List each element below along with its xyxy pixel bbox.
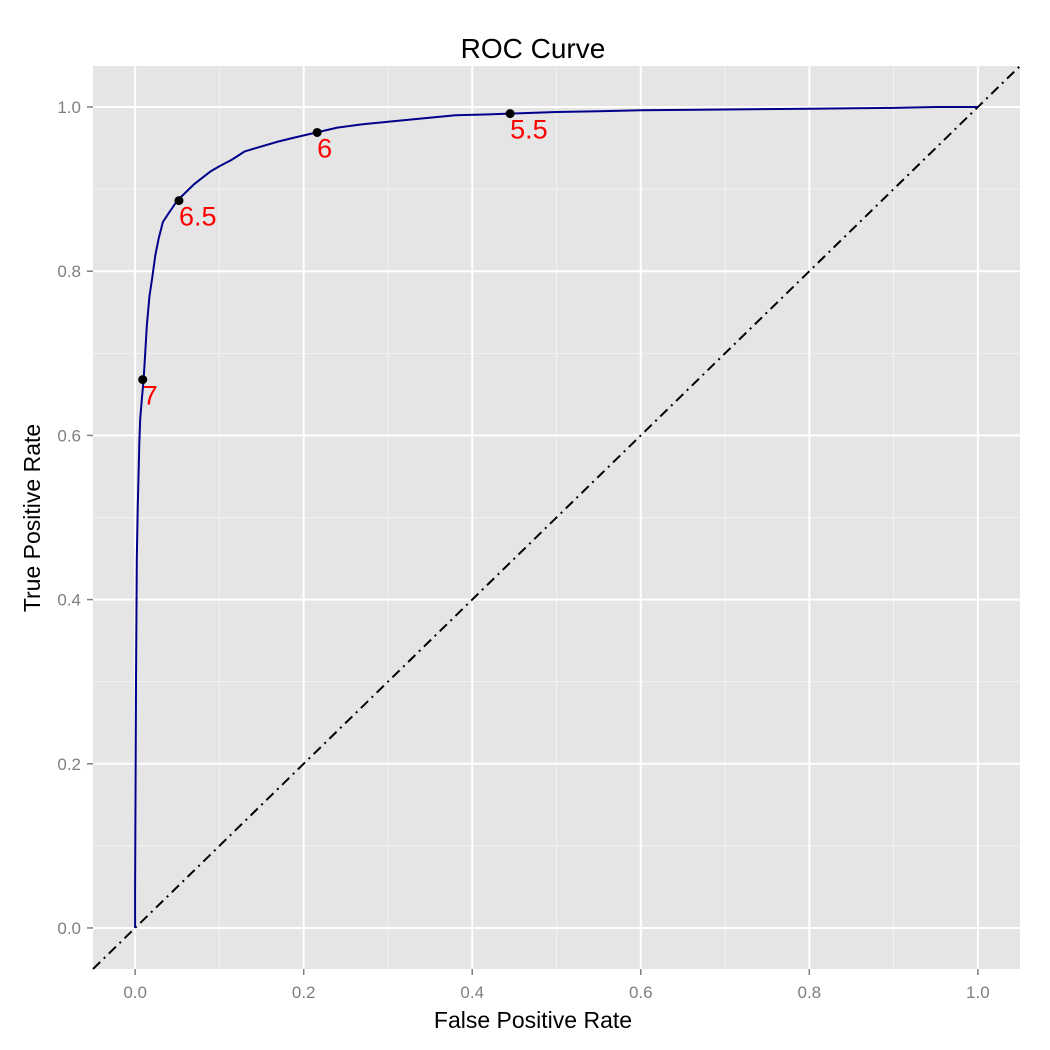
x-axis-ticks: 0.0 0.2 0.4 0.6 0.8 1.0 — [123, 969, 990, 1002]
threshold-point-layer — [138, 109, 515, 385]
chart-title: ROC Curve — [461, 33, 606, 64]
y-tick-label: 0.8 — [57, 262, 81, 281]
y-tick-label: 1.0 — [57, 98, 81, 117]
threshold-point — [174, 196, 184, 206]
threshold-label-layer: 7 6.5 6 5.5 — [143, 115, 548, 411]
reference-diagonal-line — [92, 65, 1021, 970]
threshold-label: 6 — [317, 133, 332, 163]
y-tick-label: 0.4 — [57, 591, 81, 610]
x-tick-label: 0.6 — [629, 983, 653, 1002]
x-axis-title: False Positive Rate — [434, 1007, 632, 1033]
roc-curve-line — [134, 106, 978, 928]
x-tick-label: 0.2 — [292, 983, 316, 1002]
y-axis-ticks: 0.0 0.2 0.4 0.6 0.8 1.0 — [57, 98, 93, 938]
threshold-point — [312, 127, 322, 137]
x-tick-label: 0.4 — [460, 983, 484, 1002]
y-tick-label: 0.6 — [57, 426, 81, 445]
x-tick-label: 0.0 — [123, 983, 147, 1002]
threshold-point — [505, 109, 515, 119]
threshold-label: 7 — [143, 381, 158, 411]
x-tick-label: 1.0 — [966, 983, 990, 1002]
y-axis-title: True Positive Rate — [19, 424, 45, 612]
y-tick-label: 0.0 — [57, 919, 81, 938]
reference-layer — [92, 65, 1021, 970]
y-tick-label: 0.2 — [57, 755, 81, 774]
curve-layer — [134, 106, 978, 928]
threshold-label: 6.5 — [179, 202, 217, 232]
threshold-point — [138, 375, 148, 385]
x-tick-label: 0.8 — [797, 983, 821, 1002]
threshold-label: 5.5 — [510, 115, 548, 145]
